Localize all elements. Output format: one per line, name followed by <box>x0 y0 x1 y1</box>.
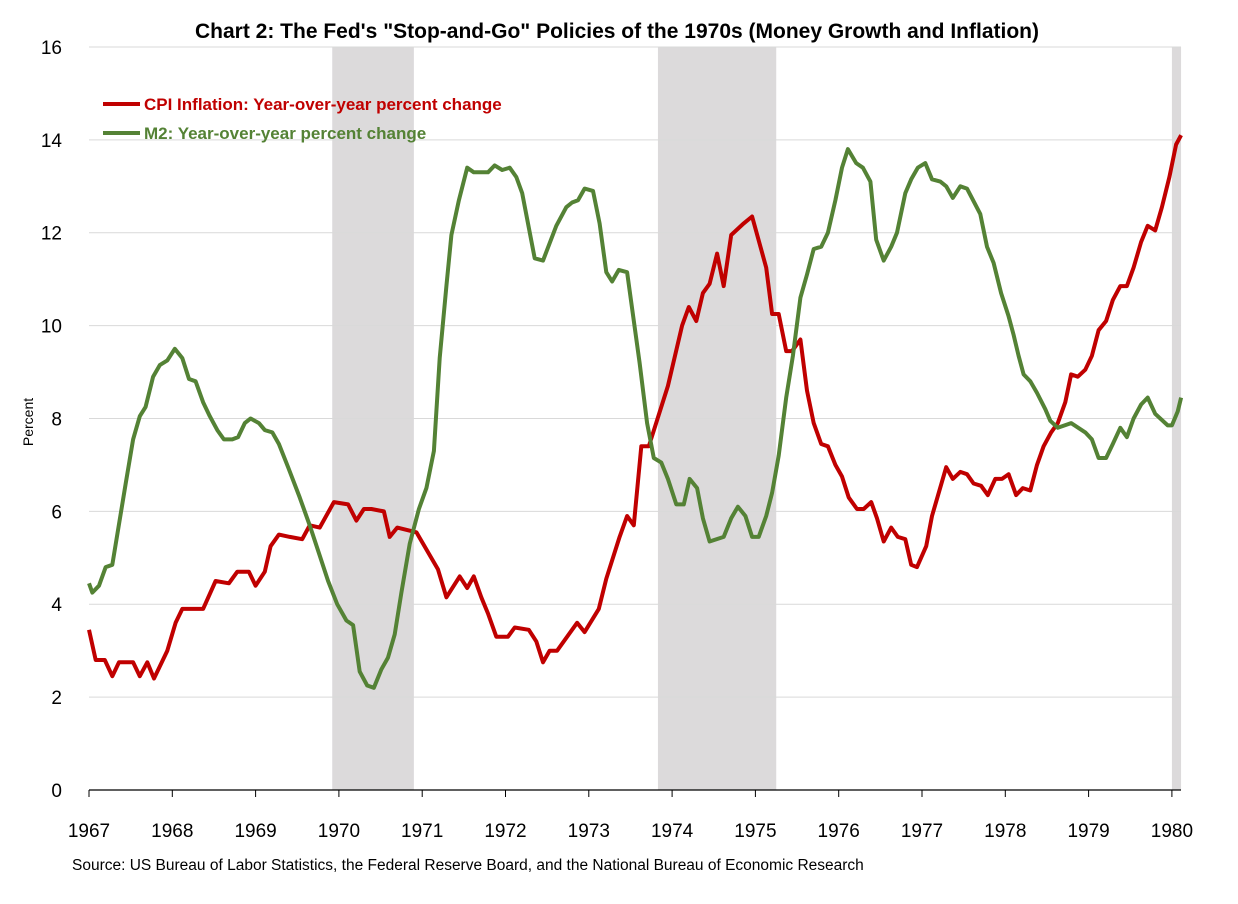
y-tick-label: 8 <box>51 409 62 430</box>
cpi-inflation-line <box>87 134 1183 681</box>
y-tick-label: 16 <box>41 38 62 59</box>
x-tick-label: 1978 <box>984 821 1026 842</box>
y-tick-label: 14 <box>41 131 63 152</box>
source-note: Source: US Bureau of Labor Statistics, t… <box>72 857 864 874</box>
series-lines <box>87 134 1184 690</box>
legend-label-cpi: CPI Inflation: Year-over-year percent ch… <box>144 95 502 114</box>
x-tick-label: 1974 <box>651 821 694 842</box>
x-axis: 1967 1968 1969 1970 1971 1972 1973 1974 1975 1976… <box>68 789 1193 842</box>
x-tick-label: 1977 <box>901 821 943 842</box>
y-tick-label: 2 <box>51 688 62 709</box>
legend: CPI Inflation: Year-over-year percent ch… <box>103 95 502 143</box>
y-tick-label: 10 <box>41 317 62 338</box>
x-tick-label: 1969 <box>234 821 276 842</box>
gridlines <box>89 46 1181 698</box>
y-tick-label: 0 <box>51 781 62 802</box>
legend-label-m2: M2: Year-over-year percent change <box>144 124 426 143</box>
x-tick-label: 1979 <box>1067 821 1109 842</box>
x-tick-label: 1968 <box>151 821 193 842</box>
m2-growth-line <box>87 147 1184 690</box>
x-tick-label: 1980 <box>1151 821 1193 842</box>
y-tick-label: 6 <box>51 502 62 523</box>
y-tick-label: 4 <box>51 595 62 616</box>
y-tick-labels: 0 2 4 6 8 10 12 14 16 <box>41 38 63 802</box>
x-tick-label: 1967 <box>68 821 110 842</box>
chart-title: Chart 2: The Fed's "Stop-and-Go" Policie… <box>195 20 1039 43</box>
x-tick-label: 1973 <box>568 821 610 842</box>
y-tick-label: 12 <box>41 224 62 245</box>
x-tick-label: 1970 <box>318 821 360 842</box>
x-tick-label: 1972 <box>484 821 526 842</box>
x-tick-label: 1971 <box>401 821 443 842</box>
x-tick-label: 1975 <box>734 821 776 842</box>
x-tick-label: 1976 <box>818 821 860 842</box>
y-axis-label: Percent <box>20 398 36 446</box>
